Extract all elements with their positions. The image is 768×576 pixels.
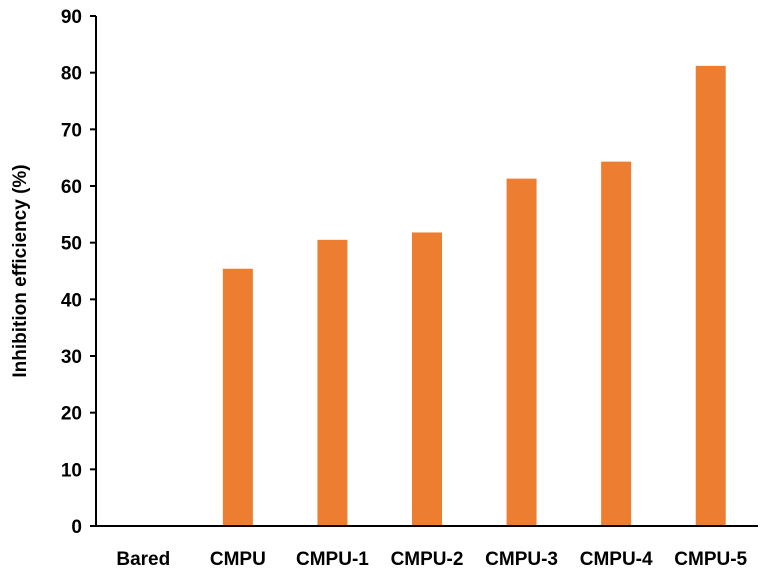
y-tick-label: 0 xyxy=(71,517,82,538)
y-tick-label: 70 xyxy=(61,120,82,141)
bar-cmpu-1 xyxy=(317,239,348,527)
y-tick-label: 50 xyxy=(61,234,82,255)
x-tick-label: CMPU-4 xyxy=(580,549,653,570)
x-tick-label: CMPU-3 xyxy=(485,549,558,570)
y-tick-label: 80 xyxy=(61,64,82,85)
x-tick-label: CMPU-2 xyxy=(391,549,464,570)
bar-cmpu-2 xyxy=(412,232,442,526)
x-tick-label: CMPU-5 xyxy=(674,549,747,570)
y-tick-label: 60 xyxy=(61,177,82,198)
y-ticks-group: 0 10 20 30 40 50 60 70 80 90 xyxy=(61,7,96,538)
x-tick-label: CMPU xyxy=(210,549,266,570)
bars-group xyxy=(222,65,726,527)
axes-group xyxy=(95,16,758,527)
bar-cmpu xyxy=(222,268,253,526)
x-labels-group: Bared CMPU CMPU-1 CMPU-2 CMPU-3 CMPU-4 CMPU-5 xyxy=(116,549,747,570)
y-tick-label: 20 xyxy=(61,404,82,425)
y-tick-label: 40 xyxy=(61,290,82,311)
y-tick-label: 90 xyxy=(61,7,82,28)
x-tick-label: Bared xyxy=(116,549,170,570)
y-tick-label: 30 xyxy=(61,347,82,368)
y-axis-title: Inhibition efficiency (%) xyxy=(10,164,31,377)
y-tick-label: 10 xyxy=(61,460,82,481)
bar-cmpu-4 xyxy=(601,161,632,526)
x-tick-label: CMPU-1 xyxy=(296,549,369,570)
bar-cmpu-3 xyxy=(506,178,537,526)
bar-cmpu-5 xyxy=(695,65,726,526)
